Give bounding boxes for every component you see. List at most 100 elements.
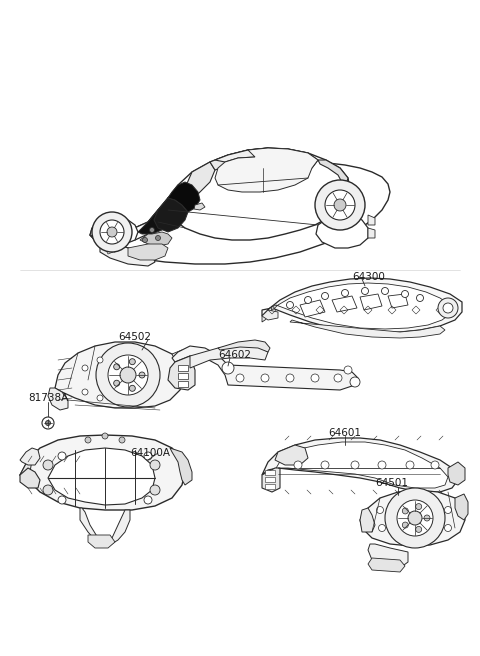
- Circle shape: [46, 420, 50, 426]
- Text: 64601: 64601: [328, 428, 361, 438]
- Circle shape: [43, 460, 53, 470]
- Text: 64501: 64501: [375, 478, 408, 488]
- Polygon shape: [55, 342, 185, 408]
- Circle shape: [129, 385, 135, 392]
- Circle shape: [261, 374, 269, 382]
- Circle shape: [287, 302, 293, 308]
- Circle shape: [311, 374, 319, 382]
- Circle shape: [443, 303, 453, 313]
- Circle shape: [97, 357, 103, 363]
- Circle shape: [416, 504, 422, 510]
- Text: 64602: 64602: [218, 350, 251, 360]
- Circle shape: [350, 377, 360, 387]
- Polygon shape: [172, 346, 358, 390]
- Polygon shape: [368, 215, 375, 225]
- Circle shape: [149, 228, 155, 232]
- Polygon shape: [262, 438, 458, 492]
- Polygon shape: [154, 198, 188, 232]
- Polygon shape: [194, 203, 205, 210]
- Circle shape: [315, 180, 365, 230]
- Polygon shape: [215, 148, 318, 168]
- Text: 64100A: 64100A: [130, 448, 170, 458]
- Circle shape: [304, 297, 312, 304]
- Polygon shape: [128, 244, 168, 260]
- Polygon shape: [360, 490, 465, 546]
- Circle shape: [129, 359, 135, 365]
- Circle shape: [376, 506, 384, 514]
- Circle shape: [401, 291, 408, 298]
- Circle shape: [236, 374, 244, 382]
- Polygon shape: [218, 340, 270, 352]
- Polygon shape: [210, 148, 268, 170]
- Circle shape: [351, 461, 359, 469]
- Text: 64502: 64502: [118, 332, 151, 342]
- Polygon shape: [275, 442, 448, 488]
- Polygon shape: [360, 294, 382, 310]
- Polygon shape: [368, 558, 405, 572]
- Polygon shape: [265, 484, 275, 489]
- Polygon shape: [168, 182, 200, 212]
- Circle shape: [102, 433, 108, 439]
- Polygon shape: [20, 448, 40, 465]
- Polygon shape: [178, 381, 188, 387]
- Circle shape: [108, 355, 148, 395]
- Circle shape: [361, 287, 369, 295]
- Circle shape: [85, 437, 91, 443]
- Polygon shape: [20, 468, 40, 488]
- Circle shape: [402, 508, 408, 514]
- Polygon shape: [178, 373, 188, 379]
- Circle shape: [96, 343, 160, 407]
- Polygon shape: [270, 283, 450, 329]
- Circle shape: [222, 362, 234, 374]
- Circle shape: [294, 461, 302, 469]
- Polygon shape: [262, 310, 278, 320]
- Circle shape: [92, 212, 132, 252]
- Circle shape: [150, 460, 160, 470]
- Polygon shape: [215, 148, 318, 192]
- Circle shape: [97, 395, 103, 401]
- Circle shape: [58, 452, 66, 460]
- Polygon shape: [48, 388, 68, 410]
- Polygon shape: [332, 296, 357, 312]
- Circle shape: [100, 220, 124, 244]
- Polygon shape: [80, 508, 130, 545]
- Polygon shape: [265, 470, 275, 475]
- Polygon shape: [90, 228, 152, 260]
- Polygon shape: [316, 215, 368, 248]
- Polygon shape: [140, 232, 172, 246]
- Circle shape: [107, 227, 117, 237]
- Circle shape: [143, 237, 147, 243]
- Polygon shape: [90, 198, 168, 245]
- Circle shape: [334, 374, 342, 382]
- Circle shape: [120, 367, 136, 383]
- Text: 64300: 64300: [352, 272, 385, 282]
- Polygon shape: [100, 244, 155, 266]
- Circle shape: [402, 522, 408, 528]
- Circle shape: [438, 298, 458, 318]
- Circle shape: [334, 199, 346, 211]
- Polygon shape: [90, 162, 390, 264]
- Circle shape: [408, 511, 422, 525]
- Circle shape: [43, 485, 53, 495]
- Circle shape: [344, 366, 352, 374]
- Circle shape: [397, 500, 433, 536]
- Polygon shape: [455, 494, 468, 520]
- Circle shape: [379, 525, 385, 531]
- Circle shape: [416, 526, 422, 533]
- Polygon shape: [448, 462, 465, 485]
- Circle shape: [321, 461, 329, 469]
- Polygon shape: [168, 356, 195, 390]
- Polygon shape: [275, 445, 308, 465]
- Polygon shape: [168, 148, 350, 240]
- Polygon shape: [300, 300, 325, 317]
- Polygon shape: [262, 278, 462, 333]
- Polygon shape: [172, 350, 188, 370]
- Circle shape: [341, 289, 348, 297]
- Circle shape: [406, 461, 414, 469]
- Circle shape: [431, 461, 439, 469]
- Polygon shape: [20, 435, 185, 510]
- Polygon shape: [90, 218, 138, 244]
- Circle shape: [378, 461, 386, 469]
- Circle shape: [114, 380, 120, 386]
- Circle shape: [385, 488, 445, 548]
